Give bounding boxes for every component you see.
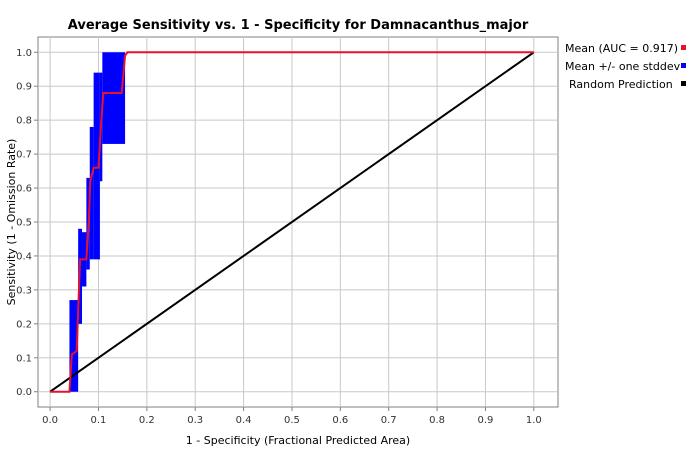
x-axis-ticks: 0.0 0.1 0.2 0.3 0.4 0.5 0.6 0.7 0.8 0.9 1.0 <box>42 407 542 426</box>
y-tick-label: 0.4 <box>16 251 32 262</box>
y-tick-label: 0.3 <box>16 285 32 296</box>
stddev-band-segment <box>69 300 79 392</box>
y-tick-label: 1.0 <box>16 48 32 59</box>
legend-swatch <box>681 63 686 68</box>
legend-swatch <box>681 81 686 86</box>
x-tick-label: 0.3 <box>187 415 203 426</box>
y-tick-label: 0.9 <box>16 82 32 93</box>
chart-title: Average Sensitivity vs. 1 - Specificity … <box>68 18 529 33</box>
y-tick-label: 0.1 <box>16 353 32 364</box>
x-tick-label: 0.0 <box>42 415 58 426</box>
x-tick-label: 0.8 <box>429 415 445 426</box>
legend-swatch <box>681 45 686 50</box>
x-axis-title: 1 - Specificity (Fractional Predicted Ar… <box>186 434 410 447</box>
stddev-band-segment <box>93 72 100 260</box>
y-axis-ticks: 0.0 0.1 0.2 0.3 0.4 0.5 0.6 0.7 0.8 0.9 1.0 <box>16 48 38 398</box>
y-axis-title: Sensitivity (1 - Omission Rate) <box>5 139 18 306</box>
x-tick-label: 0.4 <box>236 415 252 426</box>
legend-label: Mean (AUC = 0.917) <box>565 42 678 55</box>
legend-label: Random Prediction <box>569 78 673 91</box>
y-tick-label: 0.0 <box>16 387 32 398</box>
x-tick-label: 0.5 <box>284 415 300 426</box>
y-tick-label: 0.6 <box>16 184 32 195</box>
y-tick-label: 0.8 <box>16 116 32 127</box>
legend: Mean (AUC = 0.917) Mean +/- one stddev Ran… <box>565 42 686 91</box>
y-tick-label: 0.7 <box>16 150 32 161</box>
x-tick-label: 0.1 <box>91 415 107 426</box>
x-tick-label: 0.6 <box>332 415 348 426</box>
x-tick-label: 1.0 <box>526 415 542 426</box>
stddev-band-segment <box>89 126 94 260</box>
y-tick-label: 0.2 <box>16 319 32 330</box>
stddev-band-segment <box>102 52 126 144</box>
x-tick-label: 0.9 <box>477 415 493 426</box>
y-tick-label: 0.5 <box>16 218 32 229</box>
mean-roc-line <box>50 51 534 393</box>
legend-label: Mean +/- one stddev <box>565 60 681 73</box>
series-lines <box>49 51 535 393</box>
random-prediction-line <box>49 51 535 393</box>
x-tick-label: 0.2 <box>139 415 155 426</box>
x-tick-label: 0.7 <box>381 415 397 426</box>
